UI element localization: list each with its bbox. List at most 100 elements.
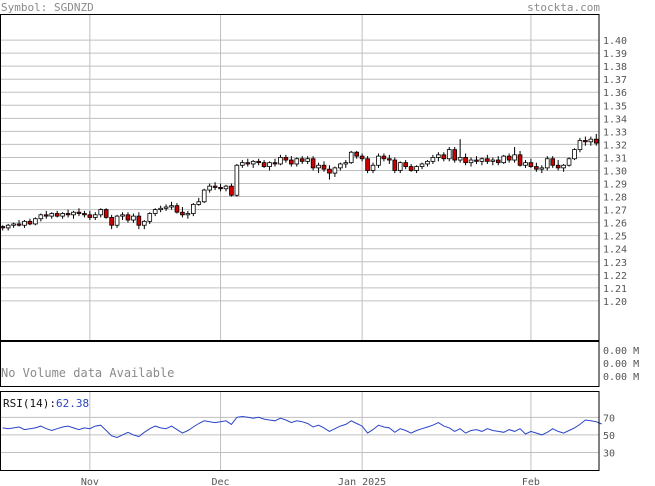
candle-body (240, 162, 245, 166)
candle-body (294, 158, 300, 165)
candle-body (583, 140, 588, 143)
candle-body (267, 162, 272, 167)
candle-body (125, 214, 131, 221)
candle-body (566, 158, 572, 166)
candle-body (539, 167, 545, 170)
price-tick-label: 1.40 (603, 36, 627, 47)
candle-body (555, 164, 561, 169)
price-candles (0, 133, 599, 231)
candle-body (250, 160, 256, 165)
price-tick-label: 1.39 (603, 49, 627, 60)
rsi-panel-frame (0, 391, 600, 471)
candle-body (120, 214, 125, 217)
candle-body (359, 155, 365, 160)
candle-body (506, 155, 512, 161)
rsi-label: RSI(14): (3, 397, 56, 410)
candle-body (0, 226, 6, 229)
rsi-axis-labels: 70 50 30 (603, 413, 615, 459)
rsi-tick-label: 30 (603, 448, 615, 459)
candle-body (512, 154, 517, 161)
candle-body (561, 164, 566, 169)
candle-body (147, 213, 153, 222)
candle-body (65, 213, 71, 216)
price-tick-label: 1.32 (603, 140, 627, 151)
candle-body (109, 217, 114, 226)
candle-body (457, 157, 463, 161)
price-tick-label: 1.25 (603, 232, 627, 243)
candle-body (577, 140, 583, 151)
candle-body (49, 213, 55, 217)
volume-tick-label: 0.00 M (603, 372, 639, 383)
candle-body (392, 159, 398, 171)
candle-body (534, 166, 539, 170)
price-axis-labels: 1.40 1.39 1.38 1.37 1.36 1.35 1.34 1.33 1.32 1.31… (603, 36, 627, 308)
candle-body (517, 154, 523, 166)
rsi-value: 62.38 (55, 397, 90, 410)
candle-body (22, 220, 27, 226)
candle-body (425, 160, 430, 165)
candle-body (593, 138, 599, 144)
candle-body (103, 209, 109, 218)
candle-body (158, 207, 163, 211)
candle-body (71, 211, 76, 216)
rsi-readout: RSI(14):62.38 (3, 397, 89, 410)
candle-body (180, 211, 185, 216)
candle-body (299, 158, 305, 162)
candle-body (310, 158, 316, 169)
candle-body (87, 214, 93, 218)
candle-body (321, 164, 327, 170)
candle-body (348, 151, 354, 164)
candle-body (468, 159, 474, 164)
candle-body (495, 159, 501, 164)
candle-body (256, 160, 261, 164)
candle-body (60, 213, 65, 217)
price-tick-label: 1.21 (603, 284, 627, 295)
candle-body (376, 155, 381, 166)
price-tick-label: 1.20 (603, 297, 627, 308)
date-tick-label: Feb (522, 477, 540, 486)
candle-body (365, 158, 370, 171)
candle-body (136, 215, 142, 226)
site-brand: stockta.com (527, 1, 600, 14)
candle-body (245, 162, 251, 165)
panel-frames (0, 14, 600, 471)
price-tick-label: 1.26 (603, 219, 627, 230)
candle-body (419, 163, 425, 167)
symbol-label: Symbol: SGDNZD (1, 1, 94, 14)
candle-body (98, 209, 104, 216)
rsi-tick-label: 50 (603, 431, 615, 442)
candle-body (408, 166, 414, 171)
candle-body (387, 158, 392, 161)
candle-body (152, 209, 158, 214)
candle-body (54, 213, 60, 217)
price-tick-label: 1.29 (603, 180, 627, 191)
candle-body (207, 185, 212, 191)
price-tick-label: 1.27 (603, 206, 627, 217)
candle-body (191, 203, 196, 214)
candle-body (414, 166, 419, 171)
candle-body (163, 206, 169, 209)
candle-body (272, 162, 278, 165)
price-grid (0, 14, 599, 470)
candle-body (289, 159, 294, 165)
candle-body (523, 162, 528, 166)
date-tick-label: Jan 2025 (338, 477, 386, 486)
candle-body (474, 159, 479, 162)
price-panel-frame (0, 14, 600, 341)
price-tick-label: 1.24 (603, 245, 627, 256)
candle-body (550, 158, 556, 166)
candle-body (82, 213, 87, 216)
candle-body (572, 149, 577, 160)
price-tick-label: 1.30 (603, 166, 627, 177)
candle-body (490, 159, 496, 162)
price-tick-label: 1.28 (603, 193, 627, 204)
candle-body (544, 158, 550, 169)
rsi-line (2, 415, 602, 439)
candle-body (397, 162, 403, 171)
candle-body (11, 223, 16, 226)
candle-body (501, 155, 507, 164)
date-tick-label: Nov (81, 477, 99, 486)
candle-body (316, 164, 321, 169)
